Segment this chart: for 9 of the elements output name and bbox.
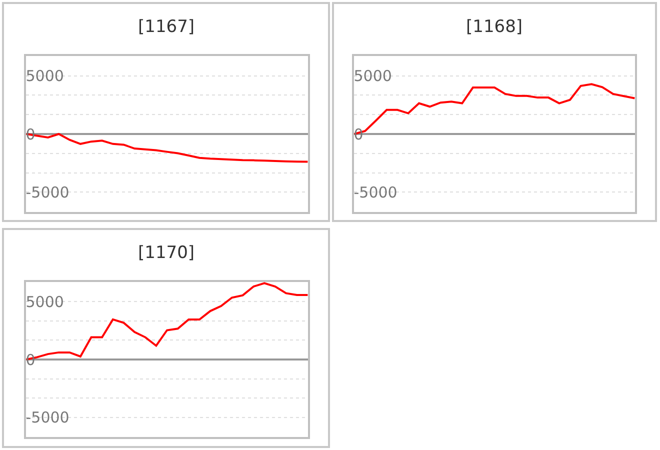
y-tick-label: -5000 <box>26 408 70 427</box>
y-tick-label: 5000 <box>26 292 64 311</box>
chart-title: [1168] <box>466 17 523 37</box>
y-tick-label: 5000 <box>26 67 64 86</box>
y-tick-label: -5000 <box>354 183 398 202</box>
y-tick-label: 5000 <box>354 67 392 86</box>
y-tick-label: -5000 <box>26 183 70 202</box>
chart-title: [1167] <box>138 17 195 37</box>
chart-title: [1170] <box>138 243 195 263</box>
